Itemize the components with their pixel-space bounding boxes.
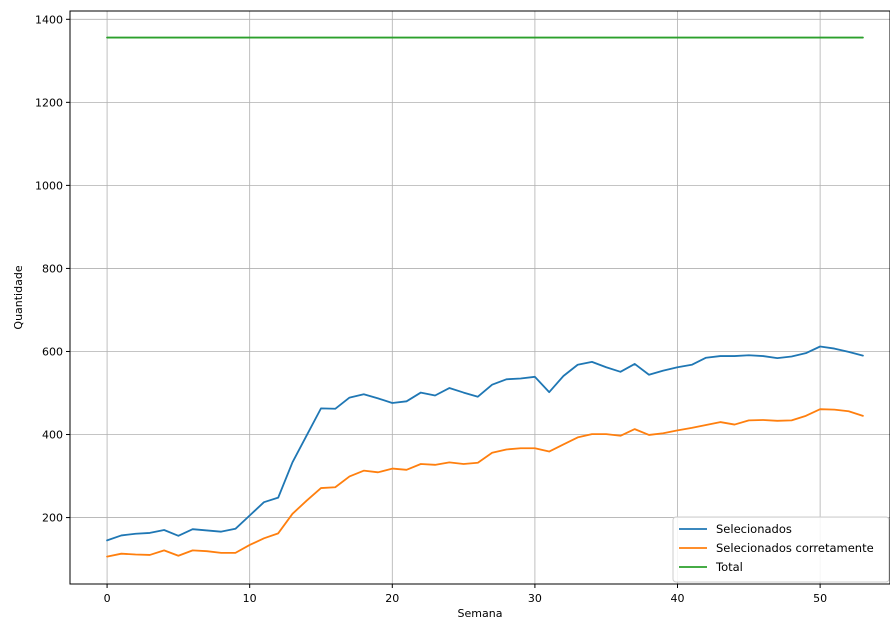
series-lines [106,36,864,558]
y-tick-label: 800 [42,262,63,275]
y-tick-label: 1200 [35,96,63,109]
legend: Selecionados Selecionados corretamente Tot… [672,516,890,583]
legend-label: Selecionados [716,522,792,536]
y-axis-title: Quantidade [12,265,25,329]
legend-label: Total [715,560,743,574]
x-tick-label: 10 [243,592,257,605]
y-tick-label: 1400 [35,13,63,26]
x-axis-title: Semana [458,607,503,620]
plot-frame [69,10,890,585]
y-tick-label: 200 [42,512,63,525]
gridlines [70,11,890,584]
x-tick-label: 40 [671,592,685,605]
x-tick-label: 30 [528,592,542,605]
x-tick-label: 20 [385,592,399,605]
y-tick-label: 400 [42,429,63,442]
legend-label: Selecionados corretamente [716,541,874,555]
x-tick-label: 0 [104,592,111,605]
series-line-selecionados [106,345,864,542]
legend-box [672,516,890,583]
y-tick-label: 1000 [35,179,63,192]
y-tick-label: 600 [42,345,63,358]
axis-ticks: 0 10 20 30 40 50 200 400 600 800 1000 1200 1400 [35,13,827,605]
x-tick-label: 50 [813,592,827,605]
series-line-selecionados-corretamente [106,408,864,558]
